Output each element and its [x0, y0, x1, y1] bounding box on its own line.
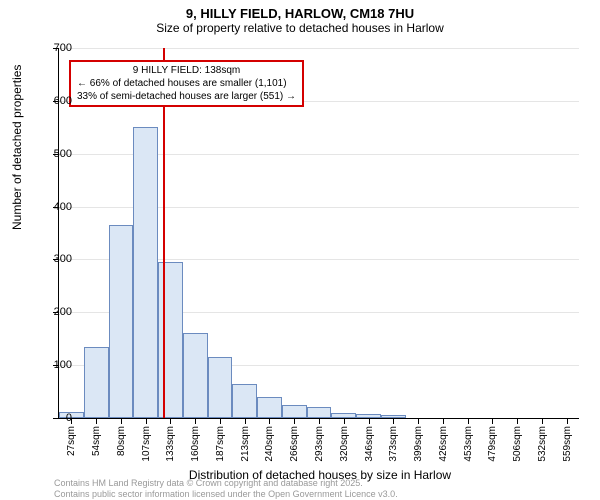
footer-text: Contains HM Land Registry data © Crown c…	[54, 478, 398, 500]
x-tick-label: 453sqm	[463, 426, 474, 462]
x-tick	[319, 418, 320, 424]
y-tick-label: 200	[54, 306, 72, 318]
x-tick	[170, 418, 171, 424]
x-tick-label: 266sqm	[289, 426, 300, 462]
x-tick-label: 133sqm	[165, 426, 176, 462]
x-tick	[195, 418, 196, 424]
x-tick-label: 213sqm	[240, 426, 251, 462]
footer-line-1: Contains HM Land Registry data © Crown c…	[54, 478, 398, 489]
footer-line-2: Contains public sector information licen…	[54, 489, 398, 500]
x-tick	[418, 418, 419, 424]
x-tick-label: 346sqm	[364, 426, 375, 462]
x-tick-label: 160sqm	[190, 426, 201, 462]
chart-container: 9, HILLY FIELD, HARLOW, CM18 7HU Size of…	[0, 0, 600, 500]
histogram-bar	[232, 384, 257, 418]
x-tick	[492, 418, 493, 424]
x-tick	[344, 418, 345, 424]
y-tick-label: 500	[54, 148, 72, 160]
x-tick-label: 80sqm	[116, 426, 127, 456]
histogram-bar	[84, 347, 109, 418]
histogram-bar	[133, 127, 158, 418]
x-tick	[96, 418, 97, 424]
y-tick-label: 400	[54, 201, 72, 213]
x-tick-label: 559sqm	[562, 426, 573, 462]
y-tick-label: 700	[54, 42, 72, 54]
x-tick-label: 479sqm	[487, 426, 498, 462]
x-tick	[443, 418, 444, 424]
x-tick	[517, 418, 518, 424]
histogram-bar	[158, 262, 183, 418]
annotation-line-1: 9 HILLY FIELD: 138sqm	[77, 64, 296, 77]
y-tick-label: 0	[66, 412, 72, 424]
x-tick	[468, 418, 469, 424]
x-tick-label: 27sqm	[66, 426, 77, 456]
x-tick-label: 320sqm	[339, 426, 350, 462]
grid-line	[59, 48, 579, 49]
x-tick	[567, 418, 568, 424]
chart-subtitle: Size of property relative to detached ho…	[0, 21, 600, 35]
x-tick	[220, 418, 221, 424]
x-tick-label: 426sqm	[438, 426, 449, 462]
x-tick-label: 187sqm	[215, 426, 226, 462]
annotation-box: 9 HILLY FIELD: 138sqm← 66% of detached h…	[69, 60, 304, 107]
histogram-bar	[208, 357, 233, 418]
x-tick	[542, 418, 543, 424]
histogram-bar	[307, 407, 332, 418]
histogram-bar	[257, 397, 282, 418]
x-tick-label: 107sqm	[141, 426, 152, 462]
x-tick-label: 532sqm	[537, 426, 548, 462]
x-tick-label: 293sqm	[314, 426, 325, 462]
x-tick-label: 54sqm	[91, 426, 102, 456]
y-tick-label: 100	[54, 359, 72, 371]
annotation-line-2: ← 66% of detached houses are smaller (1,…	[77, 77, 296, 90]
annotation-line-3: 33% of semi-detached houses are larger (…	[77, 90, 296, 103]
histogram-bar	[183, 333, 208, 418]
x-tick	[146, 418, 147, 424]
x-tick	[121, 418, 122, 424]
histogram-bar	[109, 225, 134, 418]
x-tick	[393, 418, 394, 424]
y-tick-label: 600	[54, 95, 72, 107]
histogram-bar	[282, 405, 307, 418]
x-tick-label: 399sqm	[413, 426, 424, 462]
x-tick-label: 240sqm	[264, 426, 275, 462]
x-tick	[369, 418, 370, 424]
x-tick	[269, 418, 270, 424]
y-axis-label: Number of detached properties	[10, 65, 24, 230]
y-tick-label: 300	[54, 253, 72, 265]
x-tick-label: 506sqm	[512, 426, 523, 462]
chart-title: 9, HILLY FIELD, HARLOW, CM18 7HU	[0, 0, 600, 21]
y-tick	[53, 418, 59, 419]
x-tick	[245, 418, 246, 424]
plot-area: 9 HILLY FIELD: 138sqm← 66% of detached h…	[58, 48, 579, 419]
x-tick	[294, 418, 295, 424]
x-tick-label: 373sqm	[388, 426, 399, 462]
